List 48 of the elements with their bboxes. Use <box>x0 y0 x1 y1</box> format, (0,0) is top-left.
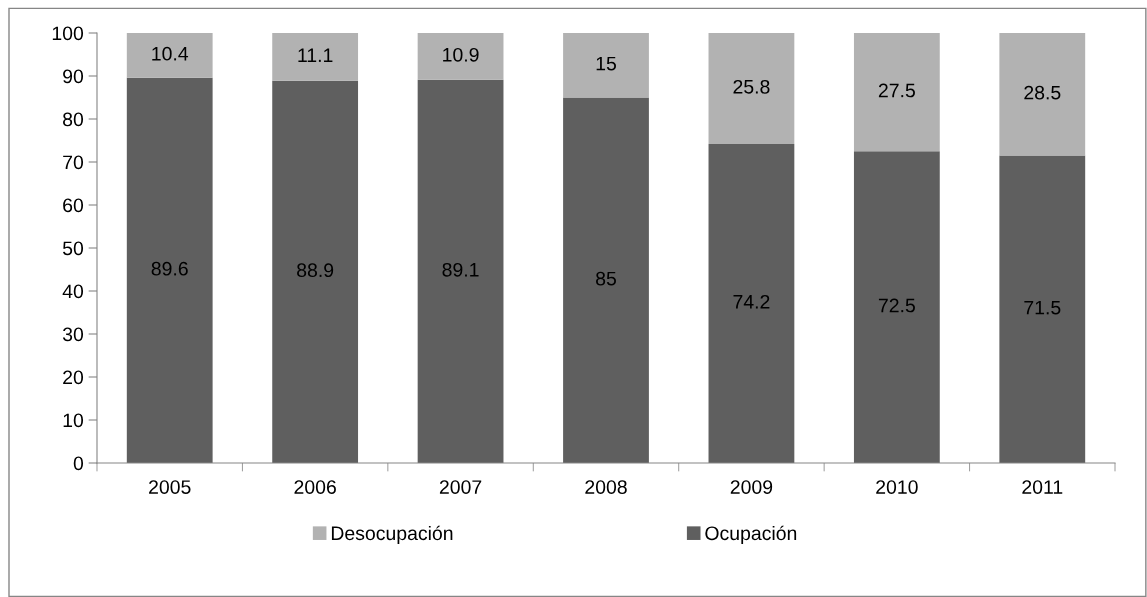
data-label: 25.8 <box>733 79 770 94</box>
y-tick-label: 90 <box>63 69 84 84</box>
x-tick-label: 2007 <box>439 480 482 494</box>
x-tick-label: 2009 <box>730 480 773 494</box>
data-label: 28.5 <box>1024 85 1061 100</box>
data-label: 88.9 <box>297 263 334 278</box>
bar <box>417 33 504 80</box>
y-tick-label: 0 <box>73 456 84 471</box>
bar <box>272 80 359 463</box>
legend-label: Ocupación <box>705 525 797 544</box>
data-label: 27.5 <box>878 83 915 98</box>
y-tick-label: 70 <box>63 155 84 170</box>
data-label: 10.9 <box>443 47 479 62</box>
data-label: 11.1 <box>298 48 333 62</box>
bar <box>272 33 359 81</box>
x-tick-label: 2010 <box>876 480 918 494</box>
bar <box>417 79 504 463</box>
y-tick-label: 30 <box>62 327 84 342</box>
legend-label: Desocupación <box>331 525 453 544</box>
y-tick-label: 20 <box>63 370 84 385</box>
data-label: 74.2 <box>733 294 770 309</box>
data-label: 72.5 <box>878 298 915 313</box>
bar <box>563 33 649 98</box>
data-label: 10.4 <box>152 46 189 61</box>
data-label: 89.6 <box>151 261 188 276</box>
bar <box>853 33 940 152</box>
data-label: 89.1 <box>442 262 479 277</box>
bar <box>708 143 795 463</box>
y-tick-label: 10 <box>63 413 84 428</box>
bar <box>563 97 649 463</box>
y-tick-label: 50 <box>62 241 84 256</box>
data-label: 71.5 <box>1024 300 1061 315</box>
y-tick-label: 60 <box>63 198 84 213</box>
bar <box>999 155 1086 463</box>
y-tick-label: 80 <box>63 112 84 127</box>
bar <box>126 33 213 78</box>
bar <box>999 33 1086 156</box>
x-tick-label: 2008 <box>585 480 627 494</box>
y-tick-label: 40 <box>62 284 84 299</box>
data-label: 15 <box>596 56 616 71</box>
bar <box>126 77 213 463</box>
data-label: 85 <box>596 271 616 286</box>
x-tick-label: 2005 <box>149 480 191 494</box>
bar <box>708 33 795 144</box>
x-tick-label: 2006 <box>294 480 336 494</box>
x-tick-label: 2011 <box>1022 480 1063 494</box>
bar <box>853 151 940 463</box>
y-tick-label: 100 <box>52 26 84 41</box>
